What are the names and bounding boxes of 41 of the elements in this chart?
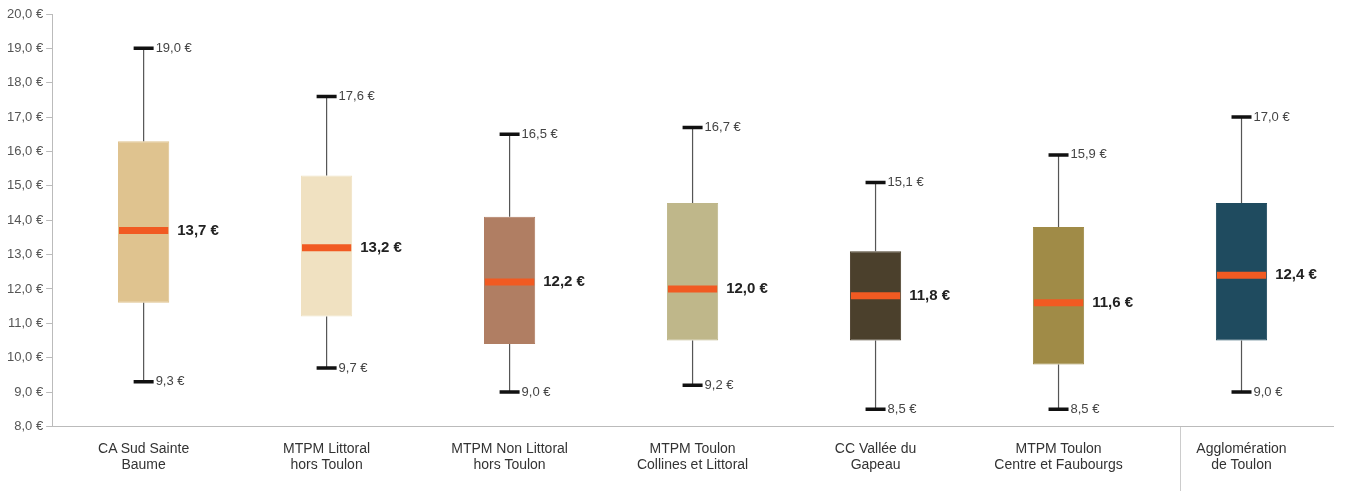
annotation: 8,5 €: [887, 400, 918, 416]
x-tick-label: MTPM Toulon Centre et Faubourgs: [994, 439, 1123, 473]
annotation: 9,2 €: [704, 376, 735, 392]
x-tick-label: MTPM Littoral hors Toulon: [283, 439, 371, 473]
annotation: 9,0 €: [1253, 383, 1284, 399]
annotation: 12,0 €: [726, 279, 769, 297]
y-tick-label: 13,0 €: [6, 246, 44, 262]
y-tick-label: 10,0 €: [6, 349, 44, 365]
x-tick-label: CA Sud Sainte Baume: [98, 439, 190, 473]
annotation: 15,9 €: [1070, 146, 1108, 162]
annotation: 16,5 €: [521, 125, 559, 141]
annotation: 11,6 €: [1092, 292, 1134, 310]
y-tick-label: 12,0 €: [6, 280, 44, 296]
annotation: 13,2 €: [360, 237, 403, 255]
annotation: 11,8 €: [909, 285, 951, 303]
annotation: 16,7 €: [704, 118, 742, 134]
y-tick-label: 18,0 €: [6, 74, 44, 90]
annotation: 12,2 €: [543, 272, 586, 290]
x-tick-label: Agglomération de Toulon: [1196, 439, 1287, 473]
x-tick-label: MTPM Non Littoral hors Toulon: [451, 439, 568, 473]
y-tick-label: 20,0 €: [6, 5, 44, 21]
y-tick-label: 8,0 €: [14, 417, 44, 433]
y-tick-label: 9,0 €: [14, 383, 44, 399]
y-tick-label: 19,0 €: [6, 39, 44, 55]
annotation: 9,7 €: [338, 359, 369, 375]
y-tick-label: 16,0 €: [6, 143, 44, 159]
x-tick-label: CC Vallée du Gapeau: [834, 439, 917, 473]
x-tick-label: MTPM Toulon Collines et Littoral: [636, 439, 749, 473]
annotation: 17,0 €: [1253, 108, 1291, 124]
y-tick-label: 17,0 €: [6, 108, 44, 124]
annotation: 15,1 €: [887, 173, 925, 189]
annotation: 9,3 €: [155, 373, 186, 389]
annotation: 8,5 €: [1070, 400, 1101, 416]
annotation: 13,7 €: [177, 220, 220, 238]
annotation: 12,4 €: [1275, 265, 1318, 283]
annotation: 9,0 €: [521, 383, 552, 399]
y-tick-label: 15,0 €: [6, 177, 44, 193]
annotation: 19,0 €: [155, 39, 193, 55]
y-tick-label: 14,0 €: [6, 211, 44, 227]
annotation: 17,6 €: [338, 88, 376, 104]
y-tick-label: 11,0 €: [7, 314, 44, 330]
